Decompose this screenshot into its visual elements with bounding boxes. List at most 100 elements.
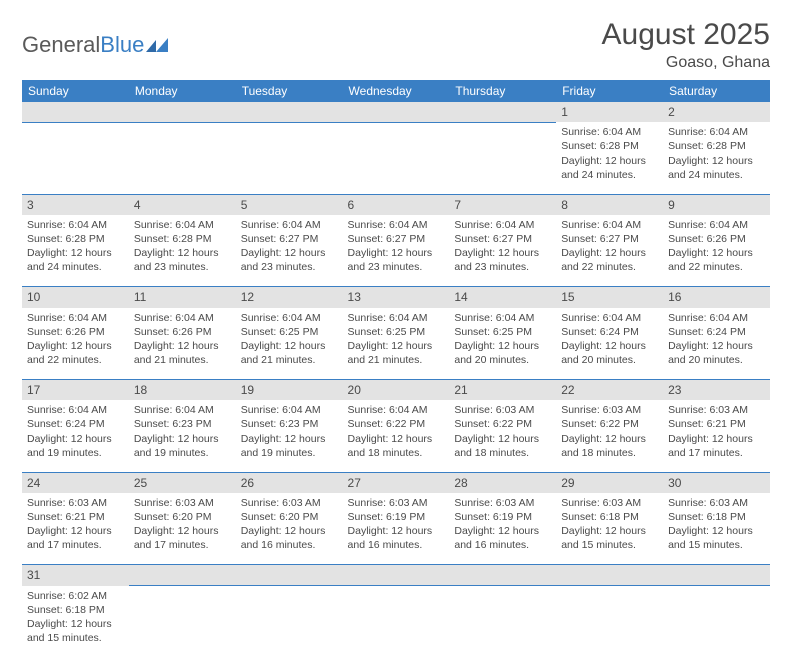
day-number-cell: 9: [663, 194, 770, 215]
calendar-table: Sunday Monday Tuesday Wednesday Thursday…: [22, 80, 770, 658]
day-number-cell: 14: [449, 287, 556, 308]
day-detail-line: and 21 minutes.: [134, 353, 231, 367]
day-detail-line: and 23 minutes.: [134, 260, 231, 274]
day-detail-cell: Sunrise: 6:04 AMSunset: 6:24 PMDaylight:…: [22, 400, 129, 472]
day-detail-line: and 24 minutes.: [561, 168, 658, 182]
daynum-row: 31: [22, 565, 770, 586]
day-detail-cell: [449, 122, 556, 194]
day-detail-line: and 17 minutes.: [27, 538, 124, 552]
day-detail-line: Sunrise: 6:03 AM: [454, 496, 551, 510]
day-detail-line: Daylight: 12 hours: [348, 246, 445, 260]
day-detail-line: Sunrise: 6:04 AM: [561, 125, 658, 139]
day-detail-line: Sunset: 6:28 PM: [668, 139, 765, 153]
day-number-cell: [449, 102, 556, 122]
day-detail-cell: [343, 122, 450, 194]
day-detail-cell: Sunrise: 6:03 AMSunset: 6:18 PMDaylight:…: [556, 493, 663, 565]
day-number-cell: 12: [236, 287, 343, 308]
weekday-header-row: Sunday Monday Tuesday Wednesday Thursday…: [22, 80, 770, 102]
day-detail-line: Daylight: 12 hours: [668, 246, 765, 260]
day-detail-line: Sunset: 6:26 PM: [27, 325, 124, 339]
day-detail-line: Daylight: 12 hours: [348, 524, 445, 538]
day-detail-line: and 21 minutes.: [241, 353, 338, 367]
day-detail-line: and 24 minutes.: [27, 260, 124, 274]
day-detail-line: Daylight: 12 hours: [454, 524, 551, 538]
weekday-header: Tuesday: [236, 80, 343, 102]
day-detail-line: Daylight: 12 hours: [561, 524, 658, 538]
day-detail-line: and 24 minutes.: [668, 168, 765, 182]
day-detail-line: Sunrise: 6:03 AM: [561, 403, 658, 417]
day-detail-line: Daylight: 12 hours: [27, 246, 124, 260]
day-detail-cell: Sunrise: 6:03 AMSunset: 6:20 PMDaylight:…: [236, 493, 343, 565]
day-number-cell: 23: [663, 380, 770, 401]
day-detail-line: Sunrise: 6:03 AM: [454, 403, 551, 417]
daynum-row: 12: [22, 102, 770, 122]
daynum-row: 24252627282930: [22, 472, 770, 493]
day-detail-cell: Sunrise: 6:04 AMSunset: 6:26 PMDaylight:…: [22, 308, 129, 380]
day-detail-line: and 15 minutes.: [668, 538, 765, 552]
week-detail-row: Sunrise: 6:02 AMSunset: 6:18 PMDaylight:…: [22, 586, 770, 658]
day-detail-line: Daylight: 12 hours: [241, 524, 338, 538]
day-number-cell: [556, 565, 663, 586]
day-detail-line: Sunrise: 6:04 AM: [561, 218, 658, 232]
day-number-cell: 7: [449, 194, 556, 215]
day-number-cell: [236, 102, 343, 122]
weekday-header: Saturday: [663, 80, 770, 102]
day-detail-cell: Sunrise: 6:04 AMSunset: 6:27 PMDaylight:…: [343, 215, 450, 287]
day-detail-line: Sunset: 6:18 PM: [27, 603, 124, 617]
day-number-cell: 1: [556, 102, 663, 122]
day-detail-line: Daylight: 12 hours: [454, 339, 551, 353]
day-detail-cell: Sunrise: 6:04 AMSunset: 6:27 PMDaylight:…: [556, 215, 663, 287]
day-detail-cell: Sunrise: 6:04 AMSunset: 6:25 PMDaylight:…: [236, 308, 343, 380]
day-detail-cell: Sunrise: 6:04 AMSunset: 6:26 PMDaylight:…: [129, 308, 236, 380]
day-detail-line: and 15 minutes.: [27, 631, 124, 645]
day-detail-line: and 23 minutes.: [241, 260, 338, 274]
logo-text-2: Blue: [100, 32, 144, 58]
day-detail-cell: Sunrise: 6:04 AMSunset: 6:28 PMDaylight:…: [22, 215, 129, 287]
day-detail-line: Daylight: 12 hours: [668, 339, 765, 353]
header: GeneralBlue August 2025 Goaso, Ghana: [22, 18, 770, 72]
day-detail-line: Sunset: 6:26 PM: [134, 325, 231, 339]
day-detail-line: Sunset: 6:26 PM: [668, 232, 765, 246]
day-detail-cell: [129, 586, 236, 658]
day-detail-line: Daylight: 12 hours: [668, 524, 765, 538]
day-number-cell: 17: [22, 380, 129, 401]
day-detail-cell: Sunrise: 6:04 AMSunset: 6:24 PMDaylight:…: [556, 308, 663, 380]
day-number-cell: 22: [556, 380, 663, 401]
day-detail-line: Sunset: 6:24 PM: [668, 325, 765, 339]
day-detail-line: Daylight: 12 hours: [561, 246, 658, 260]
day-detail-line: Daylight: 12 hours: [27, 432, 124, 446]
day-detail-line: and 23 minutes.: [348, 260, 445, 274]
day-number-cell: 19: [236, 380, 343, 401]
day-detail-cell: Sunrise: 6:04 AMSunset: 6:28 PMDaylight:…: [129, 215, 236, 287]
day-detail-line: Sunrise: 6:04 AM: [454, 311, 551, 325]
day-number-cell: 25: [129, 472, 236, 493]
day-detail-cell: Sunrise: 6:04 AMSunset: 6:27 PMDaylight:…: [449, 215, 556, 287]
day-detail-cell: Sunrise: 6:02 AMSunset: 6:18 PMDaylight:…: [22, 586, 129, 658]
day-detail-line: Sunrise: 6:03 AM: [668, 403, 765, 417]
day-detail-cell: Sunrise: 6:03 AMSunset: 6:22 PMDaylight:…: [449, 400, 556, 472]
day-detail-line: and 20 minutes.: [668, 353, 765, 367]
day-number-cell: 6: [343, 194, 450, 215]
daynum-row: 3456789: [22, 194, 770, 215]
day-detail-line: Daylight: 12 hours: [134, 246, 231, 260]
day-detail-line: Sunset: 6:25 PM: [241, 325, 338, 339]
day-number-cell: [343, 565, 450, 586]
day-detail-cell: Sunrise: 6:04 AMSunset: 6:25 PMDaylight:…: [343, 308, 450, 380]
day-detail-line: Sunset: 6:27 PM: [348, 232, 445, 246]
month-title: August 2025: [602, 18, 770, 52]
day-detail-cell: [129, 122, 236, 194]
day-detail-cell: Sunrise: 6:03 AMSunset: 6:19 PMDaylight:…: [343, 493, 450, 565]
day-detail-line: Daylight: 12 hours: [454, 246, 551, 260]
day-detail-cell: [556, 586, 663, 658]
day-detail-line: Sunset: 6:27 PM: [561, 232, 658, 246]
day-detail-cell: Sunrise: 6:03 AMSunset: 6:22 PMDaylight:…: [556, 400, 663, 472]
day-detail-line: Daylight: 12 hours: [134, 524, 231, 538]
day-detail-cell: Sunrise: 6:04 AMSunset: 6:23 PMDaylight:…: [129, 400, 236, 472]
day-number-cell: 27: [343, 472, 450, 493]
day-detail-line: Sunrise: 6:04 AM: [454, 218, 551, 232]
day-detail-cell: [22, 122, 129, 194]
day-detail-line: and 22 minutes.: [668, 260, 765, 274]
day-detail-cell: Sunrise: 6:04 AMSunset: 6:24 PMDaylight:…: [663, 308, 770, 380]
day-number-cell: 20: [343, 380, 450, 401]
calendar-body: 12Sunrise: 6:04 AMSunset: 6:28 PMDayligh…: [22, 102, 770, 658]
